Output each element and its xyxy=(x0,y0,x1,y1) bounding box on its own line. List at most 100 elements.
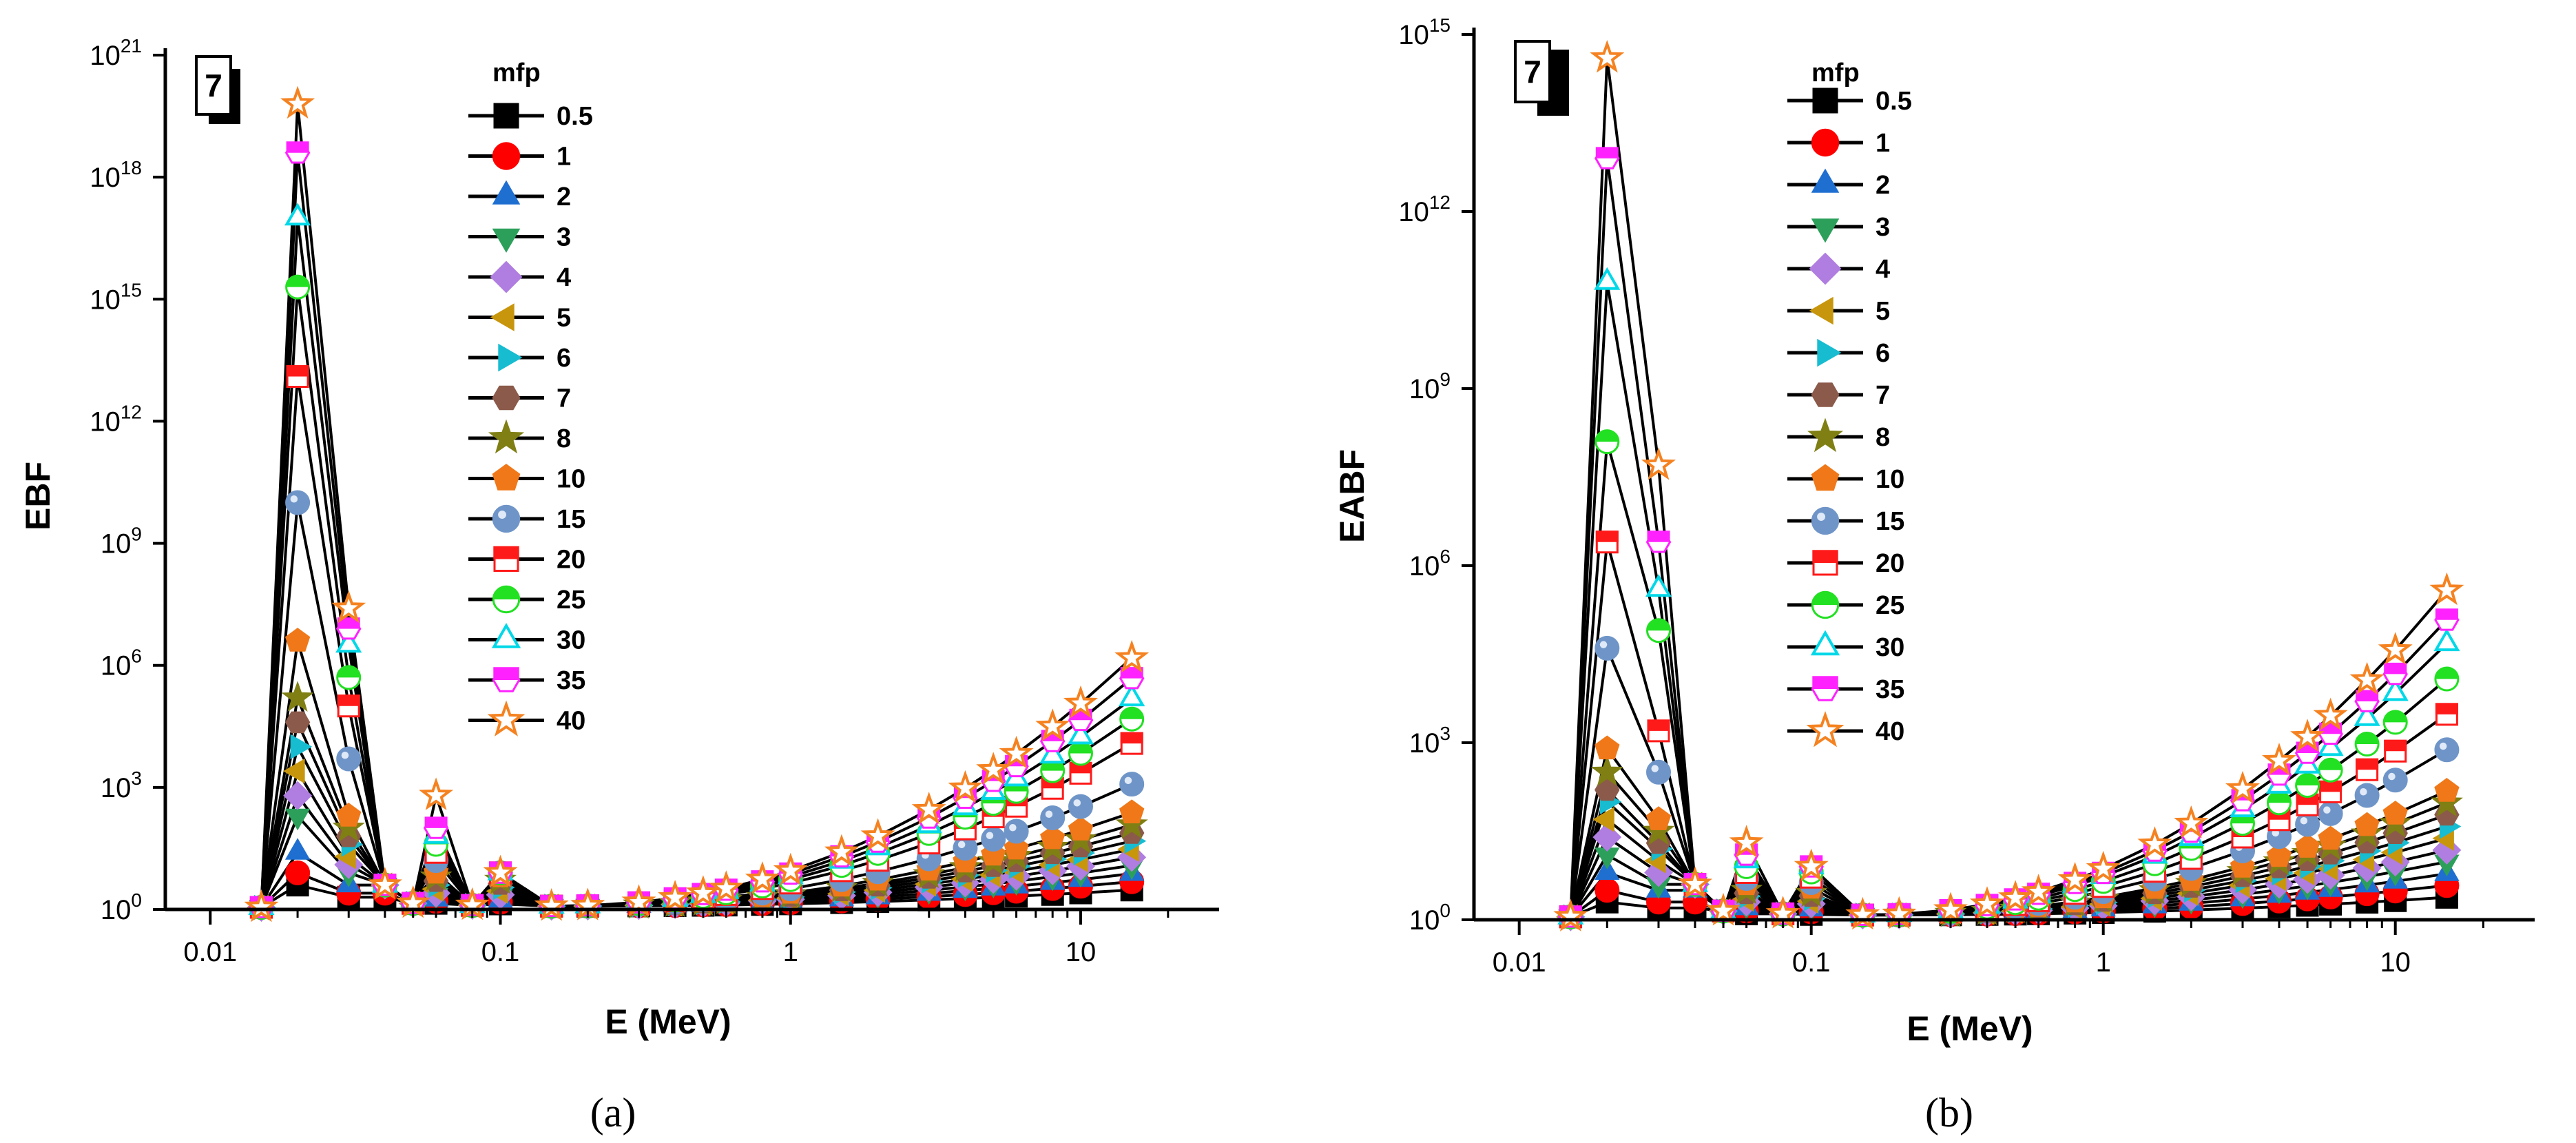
pb-legend-label: 40 xyxy=(1876,717,1904,746)
pa-legend-marker-40 xyxy=(487,700,526,737)
pa-point-15 xyxy=(1040,805,1066,830)
pb-point-20 xyxy=(2356,758,2379,781)
pa-point-25 xyxy=(336,665,362,690)
pa-point-7 xyxy=(284,711,311,734)
pa-point-15 xyxy=(1068,794,1093,819)
pa-y-tick-label: 103 xyxy=(101,768,142,803)
pb-point-35 xyxy=(2382,662,2408,686)
pa-legend-label: 8 xyxy=(557,424,571,453)
pb-legend-marker-10 xyxy=(1811,464,1840,491)
pa-legend-marker-10 xyxy=(492,464,521,491)
pb-point-20 xyxy=(1595,531,1619,554)
pb-legend-label: 25 xyxy=(1876,591,1904,620)
pb-legend-marker-1 xyxy=(1811,128,1840,157)
pb-legend-item-8: 8 xyxy=(1787,418,1890,453)
pa-point-15 xyxy=(336,746,362,772)
pb-point-20 xyxy=(2435,703,2458,726)
pb-legend-marker-6 xyxy=(1817,338,1842,367)
pb-legend-marker-2 xyxy=(1811,168,1840,193)
pa-legend-marker-35 xyxy=(492,667,521,692)
pa-point-40 xyxy=(534,887,569,921)
pa-legend-label: 3 xyxy=(557,223,571,252)
panel-b-y-axis-label: EABF xyxy=(1333,449,1371,543)
pb-point-10 xyxy=(2318,825,2343,850)
pb-point-40 xyxy=(2086,850,2121,884)
pb-point-2 xyxy=(1595,858,1620,880)
pa-point-40 xyxy=(1063,685,1099,719)
pb-legend-label: 15 xyxy=(1876,507,1904,536)
pa-point-30 xyxy=(1067,721,1094,745)
panel-a-legend-title: mfp xyxy=(492,59,541,87)
pa-legend-marker-30 xyxy=(491,623,521,648)
pb-y-tick-label: 100 xyxy=(1409,900,1451,936)
pa-legend-label: 6 xyxy=(557,344,571,373)
pa-legend-label: 0.5 xyxy=(557,102,593,131)
pa-point-40 xyxy=(367,867,402,900)
pb-point-40 xyxy=(2313,697,2348,731)
pa-point-4 xyxy=(283,781,313,810)
pb-legend-marker-30 xyxy=(1810,630,1840,656)
pa-point-40 xyxy=(999,735,1034,769)
pb-point-20 xyxy=(2384,739,2407,763)
pb-point-15 xyxy=(1646,759,1671,785)
pa-legend-item-10: 10 xyxy=(468,464,585,494)
pa-point-15 xyxy=(1119,772,1145,797)
pb-legend-marker-25 xyxy=(1811,590,1840,619)
pa-legend-item-40: 40 xyxy=(468,700,585,737)
pa-point-10 xyxy=(336,803,362,827)
panel-b-id-text: 7 xyxy=(1524,54,1541,90)
pa-point-30 xyxy=(284,203,311,226)
pb-point-40 xyxy=(1729,825,1764,858)
pb-point-40 xyxy=(2349,661,2385,695)
pa-legend-marker-4 xyxy=(490,260,523,294)
pb-legend-marker-3 xyxy=(1811,218,1840,243)
pb-point-40 xyxy=(2378,632,2413,665)
pa-legend-label: 5 xyxy=(557,304,571,333)
pa-y-tick-label: 109 xyxy=(101,524,142,559)
pa-point-20 xyxy=(337,694,360,718)
pb-point-5 xyxy=(1592,807,1614,832)
pa-legend-item-35: 35 xyxy=(468,666,585,695)
pb-point-40 xyxy=(2290,719,2325,752)
pa-point-20 xyxy=(1120,732,1143,755)
pa-point-8 xyxy=(332,811,365,842)
pb-point-30 xyxy=(1594,267,1621,290)
pb-legend-item-30: 30 xyxy=(1787,630,1904,662)
pa-point-40 xyxy=(331,590,366,624)
pa-legend-label: 20 xyxy=(557,546,585,575)
pb-x-tick-label: 10 xyxy=(2380,947,2411,978)
pb-point-40 xyxy=(1641,447,1676,480)
pb-y-tick-label: 1012 xyxy=(1398,192,1451,227)
pa-legend-marker-2 xyxy=(492,180,521,205)
pb-point-15 xyxy=(2382,768,2408,793)
pb-point-25 xyxy=(1646,618,1671,643)
pb-point-25 xyxy=(2295,773,2320,798)
pa-y-tick-label: 1018 xyxy=(90,157,142,193)
pa-point-30 xyxy=(1119,683,1145,707)
panel-a-legend: mfp 0.5 1 2 3 4 5 6 7 8 10 15 20 25 30 35 40 xyxy=(468,59,593,737)
pa-legend-marker-5 xyxy=(490,303,515,331)
pa-point-30 xyxy=(335,630,362,653)
pa-legend-marker-25 xyxy=(492,585,521,614)
pb-y-tick-label: 109 xyxy=(1409,369,1451,404)
pa-point-1 xyxy=(285,860,311,885)
pb-legend-label: 1 xyxy=(1876,129,1890,158)
pa-legend-label: 15 xyxy=(557,505,585,534)
pb-point-35 xyxy=(1595,147,1620,169)
pa-legend-marker-7 xyxy=(492,385,521,411)
pb-point-20 xyxy=(1647,719,1670,743)
pb-legend-item-20: 20 xyxy=(1787,549,1904,578)
pb-legend-item-15: 15 xyxy=(1787,506,1904,536)
pb-point-40 xyxy=(2261,742,2297,776)
pb-legend-label: 35 xyxy=(1876,675,1904,704)
pa-legend-item-1: 1 xyxy=(468,142,571,172)
pa-point-40 xyxy=(976,752,1011,785)
pb-legend-item-2: 2 xyxy=(1787,168,1890,200)
pa-legend-item-5: 5 xyxy=(468,303,571,333)
pb-point-40 xyxy=(1998,880,2033,913)
pb-point-30 xyxy=(2382,678,2409,701)
pa-point-40 xyxy=(244,889,279,923)
pb-legend-item-10: 10 xyxy=(1787,464,1904,494)
